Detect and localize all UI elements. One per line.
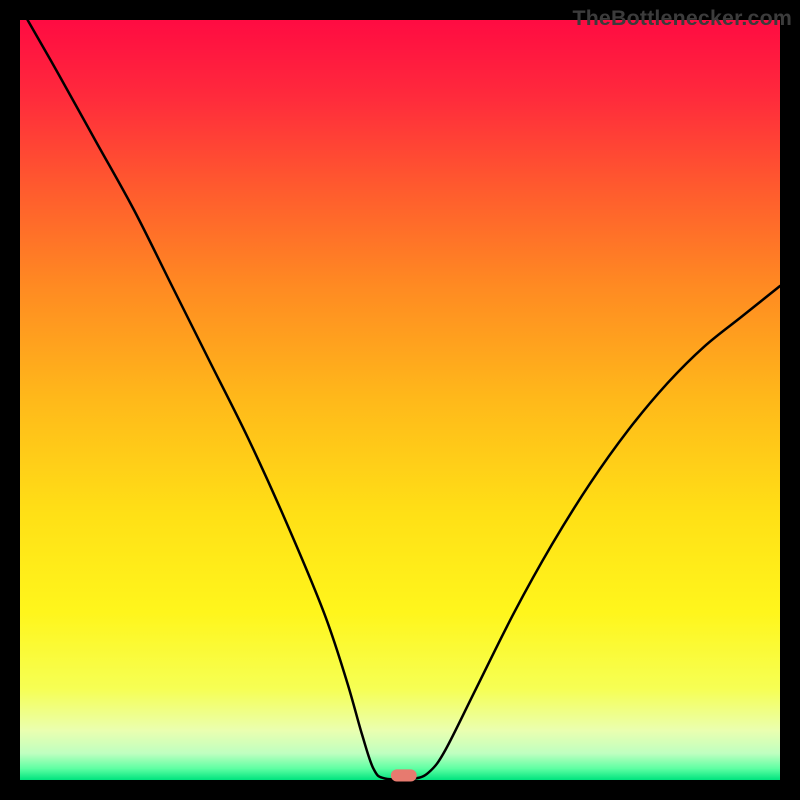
bottleneck-chart xyxy=(0,0,800,800)
plot-background xyxy=(20,20,780,780)
chart-container: TheBottlenecker.com xyxy=(0,0,800,800)
watermark-text: TheBottlenecker.com xyxy=(572,6,792,31)
minimum-marker xyxy=(391,769,417,781)
